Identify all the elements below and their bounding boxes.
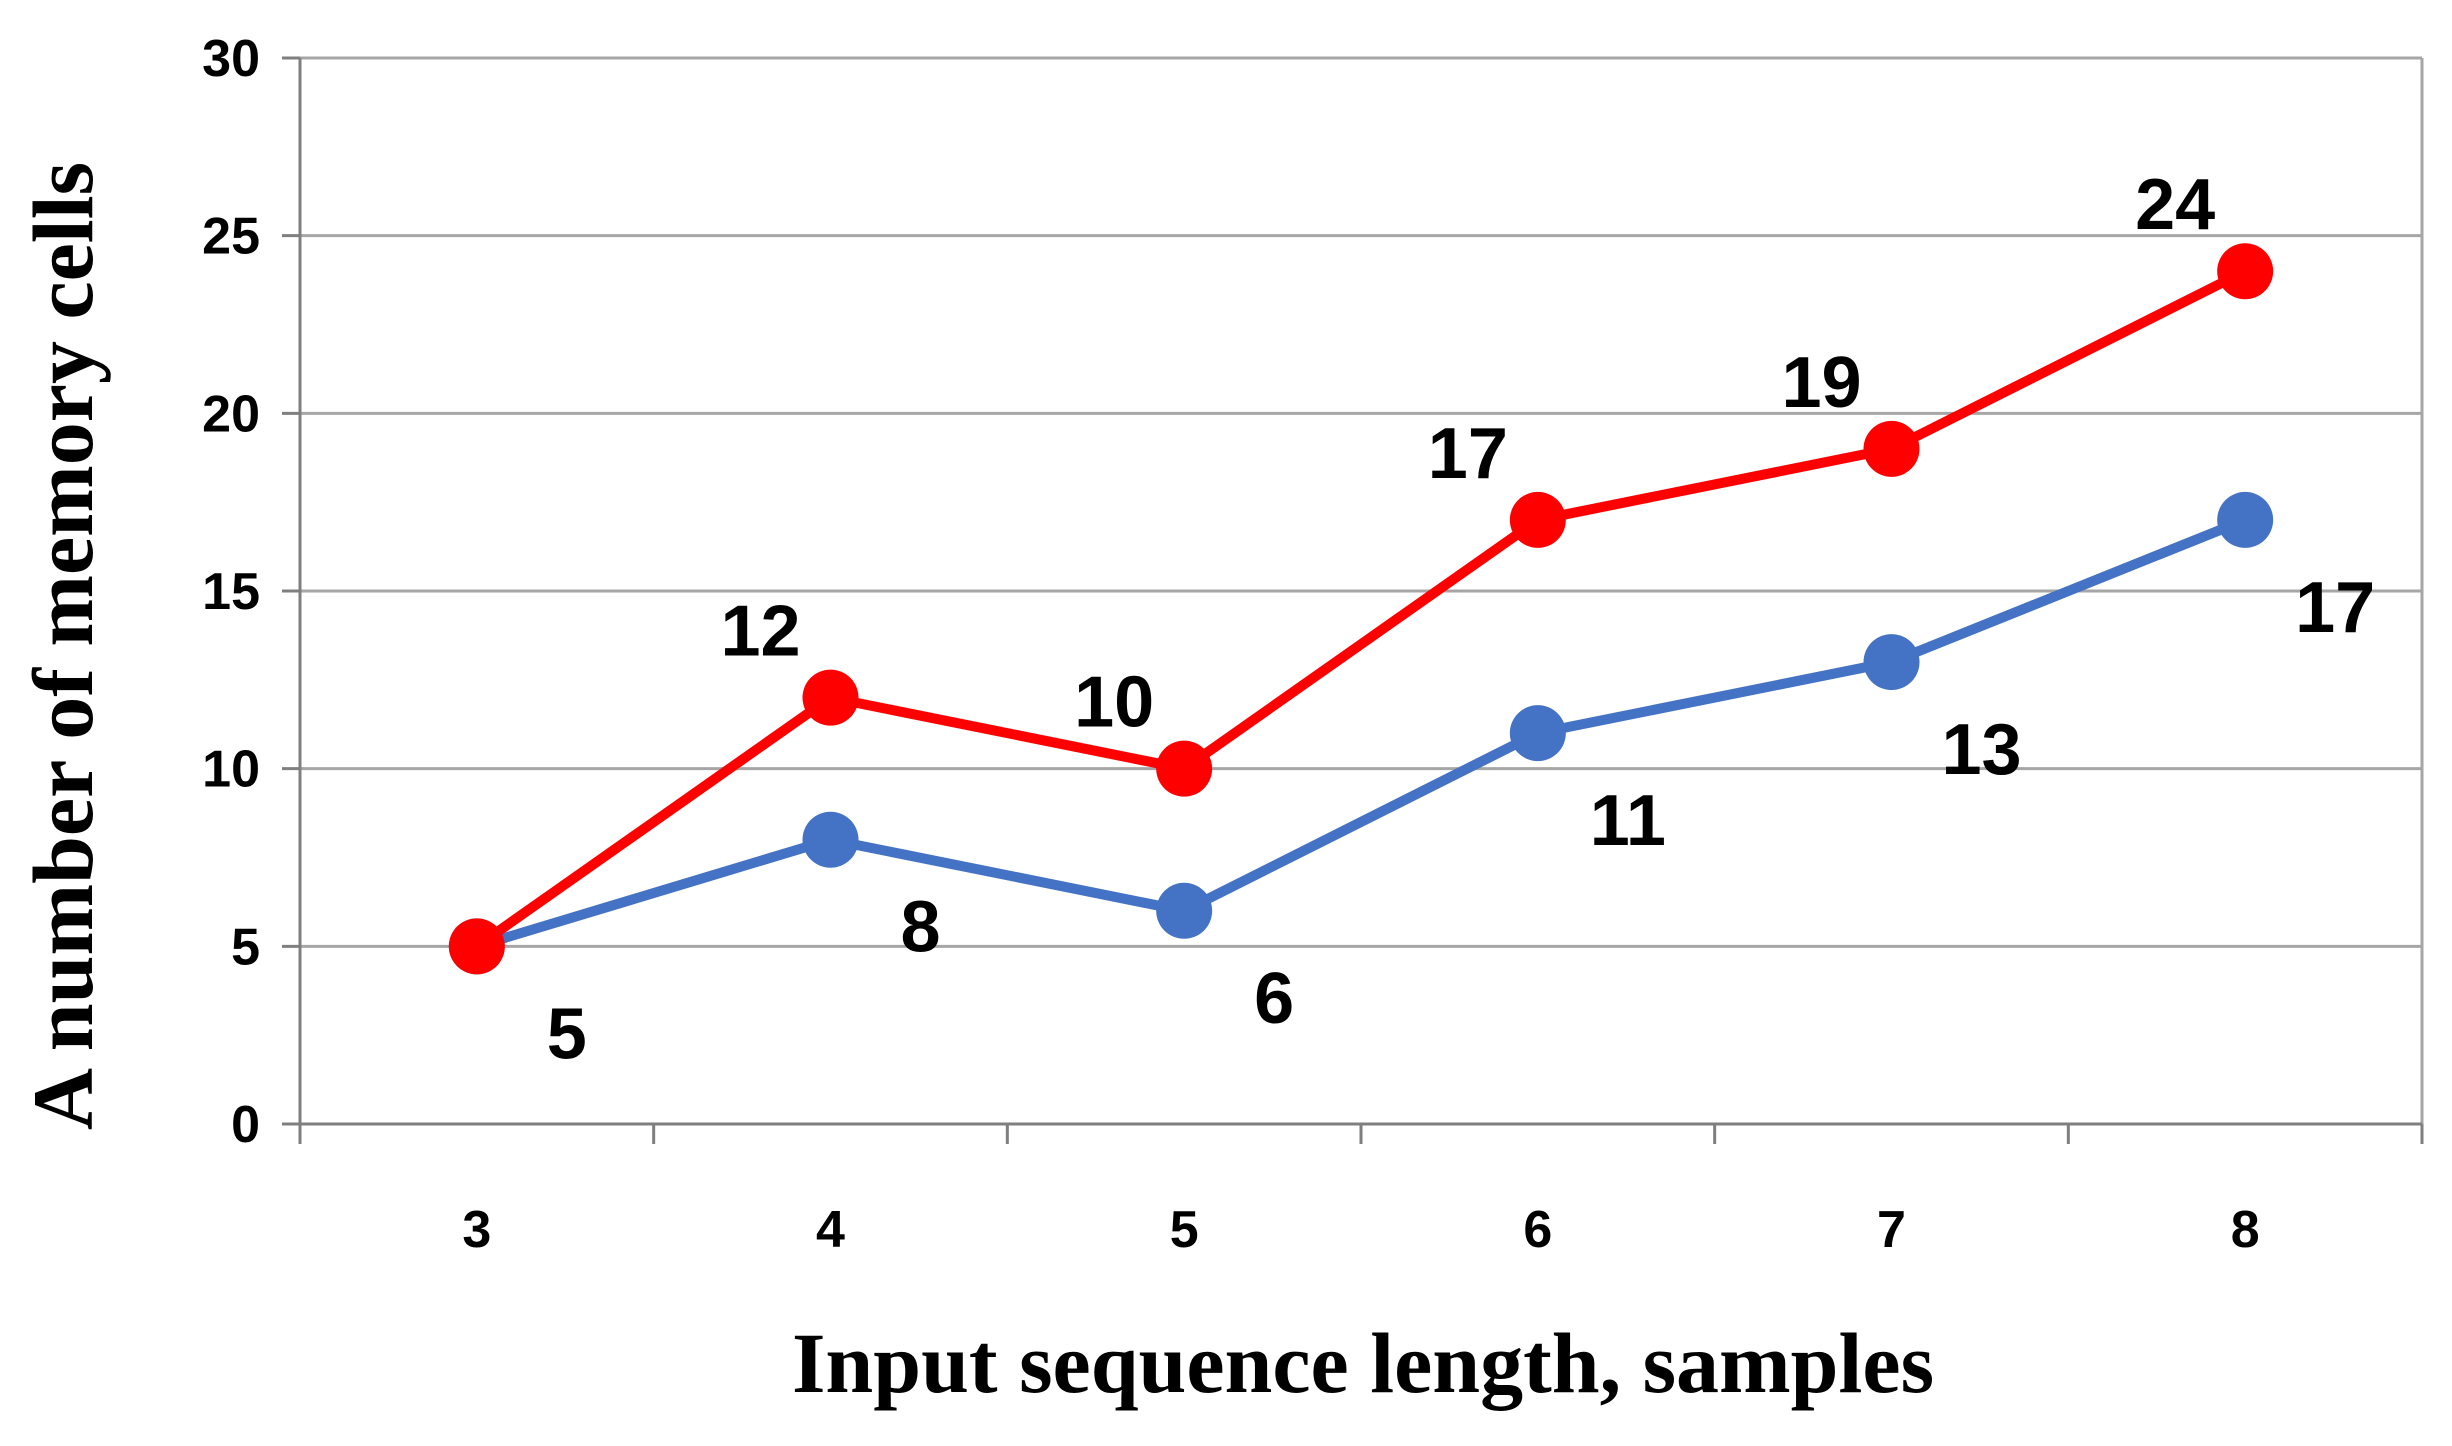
series-lines	[471, 266, 2251, 952]
data-point	[1156, 740, 1213, 797]
y-tick-label: 30	[202, 30, 260, 88]
data-label: 6	[1254, 959, 1294, 1039]
y-axis-title: A number of memory cells	[15, 162, 111, 1130]
grid-lines	[300, 56, 2424, 1124]
data-label: 10	[1074, 663, 1154, 743]
data-label: 13	[1941, 710, 2021, 790]
data-label: 8	[900, 888, 940, 968]
x-tick-label: 6	[1523, 1201, 1552, 1259]
y-tick-label: 25	[202, 208, 260, 266]
data-point	[1156, 882, 1213, 939]
y-tick-label: 15	[202, 563, 260, 621]
axes	[282, 56, 2424, 1144]
data-label: 5	[547, 994, 587, 1074]
series-points	[448, 243, 2274, 975]
y-tick-label: 5	[231, 918, 260, 976]
data-point	[1509, 705, 1566, 762]
y-tick-label: 0	[231, 1096, 260, 1154]
y-tick-labels: 0 5 10 15 20 25 30	[202, 30, 260, 1154]
data-point	[1509, 491, 1566, 548]
x-tick-label: 7	[1877, 1201, 1906, 1259]
data-label: 17	[1428, 414, 1508, 494]
data-labels: 5 8 6 11 13 17 12 10 17 19 24	[547, 165, 2375, 1074]
data-point	[1863, 634, 1920, 691]
data-label: 19	[1781, 343, 1861, 423]
y-tick-label: 10	[202, 741, 260, 799]
x-tick-label: 4	[816, 1201, 845, 1259]
data-label: 11	[1590, 781, 1666, 861]
data-point	[1863, 420, 1920, 477]
data-point	[802, 811, 859, 868]
x-tick-labels: 3 4 5 6 7 8	[462, 1201, 2259, 1259]
data-label: 24	[2135, 165, 2215, 245]
data-point	[2217, 491, 2274, 548]
x-axis-title: Input sequence length, samples	[792, 1315, 1934, 1411]
series-line	[471, 514, 2251, 952]
series-line	[471, 266, 2251, 952]
x-tick-label: 3	[462, 1201, 491, 1259]
data-label: 12	[720, 592, 800, 672]
data-point	[448, 918, 505, 975]
data-label: 17	[2295, 568, 2375, 648]
y-tick-label: 20	[202, 385, 260, 443]
x-tick-label: 8	[2231, 1201, 2260, 1259]
x-tick-label: 5	[1170, 1201, 1199, 1259]
data-point	[802, 669, 859, 726]
data-point	[2217, 243, 2274, 300]
